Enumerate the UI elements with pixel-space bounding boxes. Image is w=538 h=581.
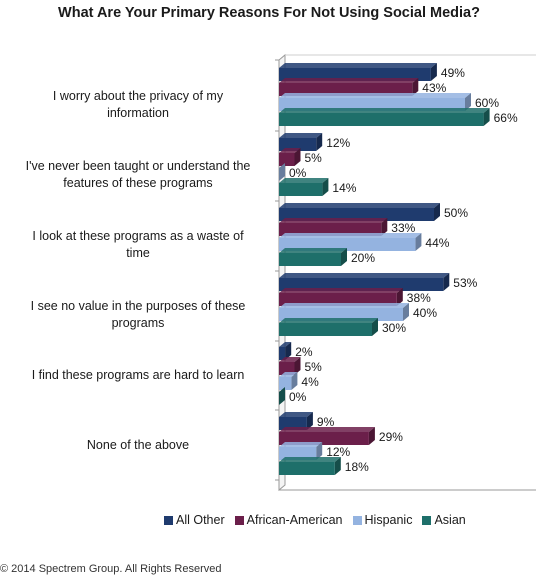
- legend-item: Asian: [422, 513, 466, 527]
- bar-asian-5: [279, 387, 285, 405]
- bar-hispanic-4: [279, 303, 409, 321]
- category-label: I look at these programs as a waste of t…: [32, 229, 244, 260]
- bar-all-other-5: [279, 342, 292, 360]
- data-label: 0%: [289, 390, 307, 404]
- data-label: 40%: [413, 306, 437, 320]
- bar-hispanic-5: [279, 372, 298, 390]
- data-label: 20%: [351, 251, 375, 265]
- bar-asian-1: [279, 108, 490, 126]
- data-label: 18%: [345, 460, 369, 474]
- bar-african-american-6: [279, 427, 375, 445]
- bar-asian-3: [279, 248, 347, 266]
- data-label: 33%: [391, 221, 415, 235]
- bar-asian-4: [279, 318, 378, 336]
- data-label: 30%: [382, 321, 406, 335]
- category-label: I worry about the privacy of my informat…: [52, 89, 224, 120]
- data-label: 4%: [301, 375, 319, 389]
- data-label: 60%: [475, 96, 499, 110]
- chart-title: What Are Your Primary Reasons For Not Us…: [58, 5, 480, 21]
- bar-african-american-1: [279, 78, 419, 96]
- bar-all-other-1: [279, 63, 437, 81]
- data-label: 2%: [295, 345, 313, 359]
- bar-asian-6: [279, 457, 341, 475]
- data-label: 5%: [305, 360, 323, 374]
- bar-african-american-2: [279, 148, 301, 166]
- legend-item: All Other: [164, 513, 225, 527]
- category-label: I see no value in the purposes of these …: [30, 299, 246, 330]
- legend-label: All Other: [176, 513, 225, 527]
- legend-swatch: [164, 515, 173, 525]
- bar-asian-2: [279, 178, 329, 196]
- data-label: 38%: [407, 291, 431, 305]
- bar-african-american-5: [279, 357, 301, 375]
- category-label: None of the above: [86, 438, 190, 452]
- data-label: 49%: [441, 66, 465, 80]
- legend-item: African-American: [234, 513, 343, 527]
- legend-swatch: [234, 515, 244, 525]
- bar-hispanic-1: [279, 93, 471, 111]
- bar-african-american-3: [279, 218, 388, 236]
- data-label: 12%: [326, 136, 350, 150]
- data-label: 29%: [379, 430, 403, 444]
- copyright-text: © 2014 Spectrem Group. All Rights Reserv…: [0, 563, 222, 575]
- legend-label: Hispanic: [364, 513, 413, 527]
- data-label: 44%: [425, 236, 449, 250]
- data-label: 0%: [289, 166, 307, 180]
- legend-label: African-American: [246, 513, 343, 527]
- data-label: 53%: [453, 276, 477, 290]
- bar-all-other-4: [279, 273, 450, 291]
- bar-hispanic-2: [279, 163, 285, 181]
- category-label: I find these programs are hard to learn: [31, 368, 245, 382]
- bar-all-other-2: [279, 133, 323, 151]
- bar-all-other-6: [279, 412, 313, 430]
- legend-swatch: [352, 515, 362, 525]
- data-label: 50%: [444, 206, 468, 220]
- bar-african-american-4: [279, 288, 403, 306]
- legend-label: Asian: [434, 513, 466, 527]
- data-label: 9%: [317, 415, 335, 429]
- legend-swatch: [422, 515, 432, 525]
- bar-all-other-3: [279, 203, 440, 221]
- category-label: I've never been taught or understand the…: [25, 159, 251, 190]
- chart-legend: All Other African-American Hispanic Asian: [164, 513, 466, 527]
- data-label: 43%: [422, 81, 446, 95]
- data-label: 66%: [494, 111, 518, 125]
- data-label: 12%: [326, 445, 350, 459]
- data-label: 5%: [305, 151, 323, 165]
- bar-hispanic-3: [279, 233, 422, 251]
- legend-item: Hispanic: [352, 513, 413, 527]
- data-label: 14%: [332, 181, 356, 195]
- bar-hispanic-6: [279, 442, 323, 460]
